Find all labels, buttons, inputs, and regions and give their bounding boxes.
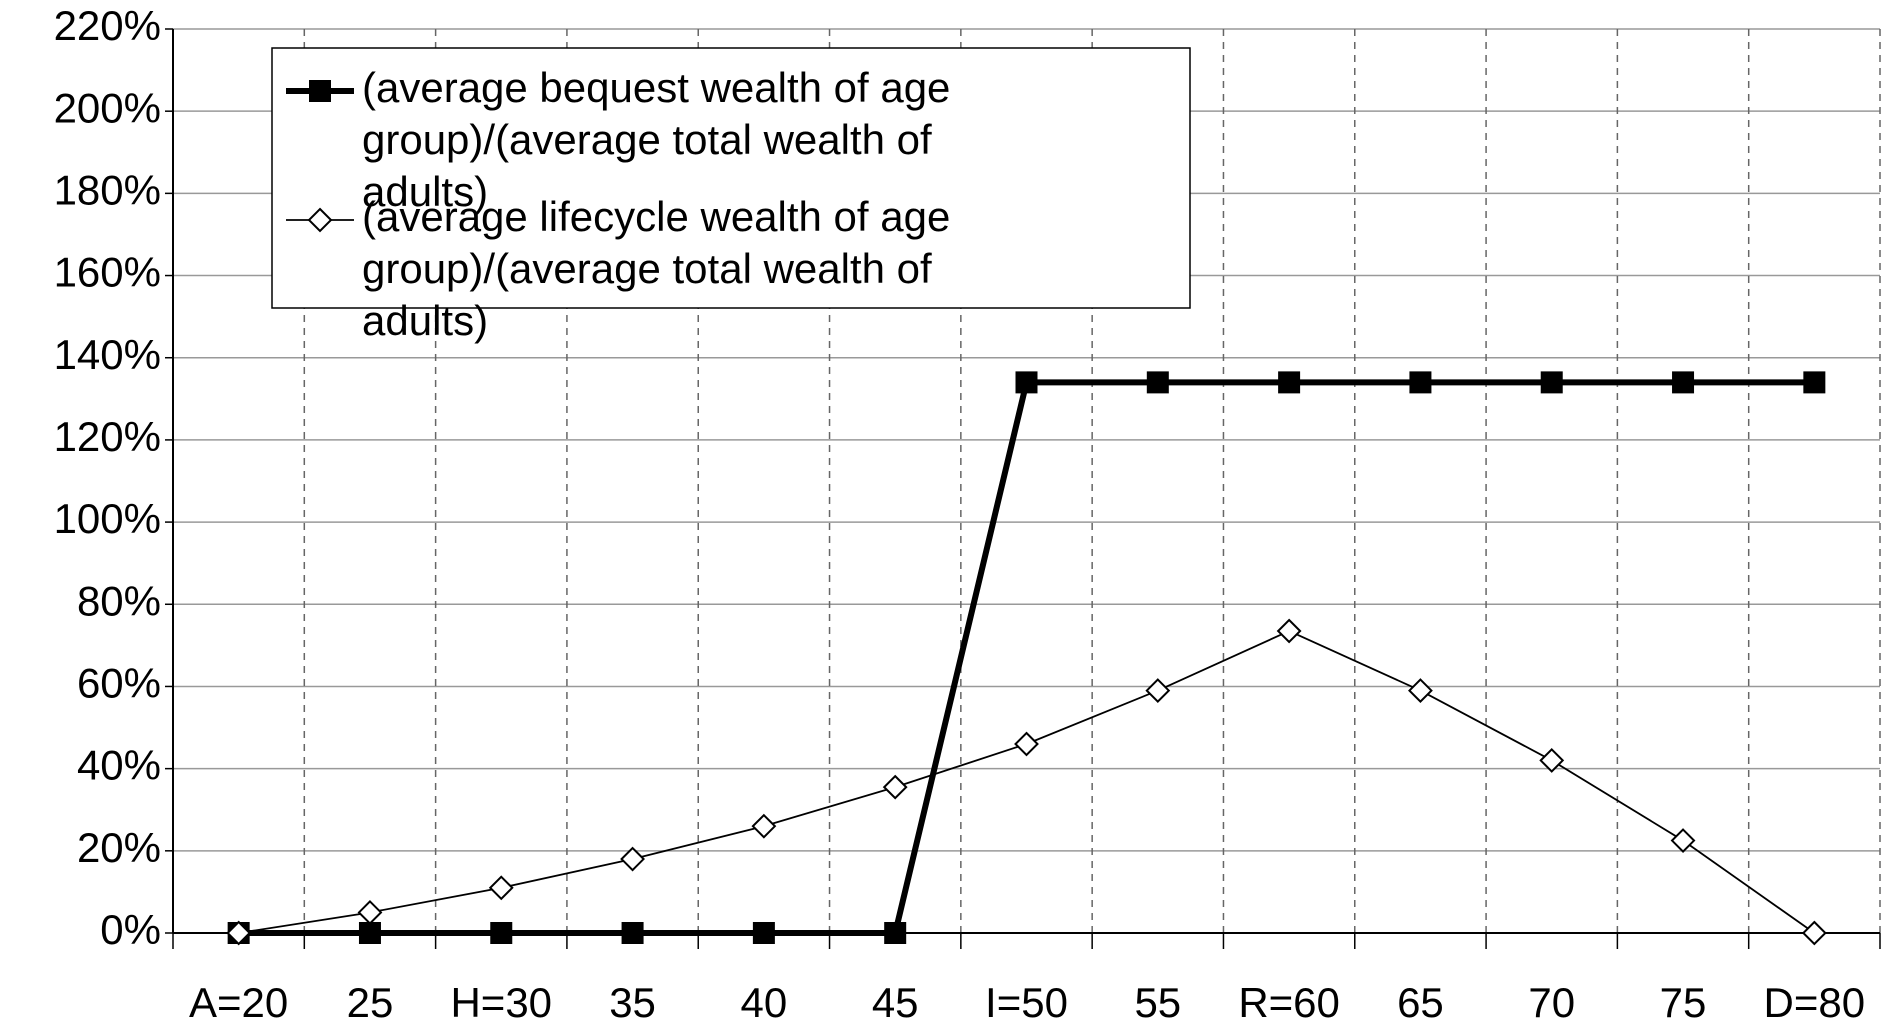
y-tick-label: 120%	[54, 413, 161, 460]
legend-marker	[307, 207, 333, 233]
data-point	[751, 813, 777, 839]
data-point	[1672, 371, 1695, 394]
series-line	[238, 629, 1815, 934]
data-point	[1146, 371, 1169, 394]
data-point	[620, 846, 645, 872]
y-tick-label: 160%	[54, 249, 161, 296]
legend-label: (average bequest wealth of age group)/(av…	[362, 64, 950, 215]
data-point	[358, 922, 381, 944]
data-point	[1278, 371, 1301, 394]
data-point	[752, 922, 775, 944]
y-tick-label: 40%	[77, 742, 161, 789]
x-tick-label: 45	[872, 979, 919, 1026]
y-tick-label: 220%	[54, 2, 161, 49]
x-tick-label: D=80	[1764, 979, 1866, 1026]
x-tick-label: R=60	[1238, 979, 1340, 1026]
x-tick-label: 75	[1660, 979, 1707, 1026]
legend-label: (average lifecycle wealth of age group)/(…	[362, 193, 950, 344]
data-point	[1276, 618, 1302, 644]
data-point	[226, 920, 252, 946]
data-point	[1409, 371, 1432, 394]
y-tick-label: 100%	[54, 495, 161, 542]
data-point	[357, 900, 383, 925]
data-point	[490, 922, 513, 944]
x-tick-label: 65	[1397, 979, 1444, 1026]
x-tick-label: 55	[1134, 979, 1181, 1026]
legend-box	[271, 47, 1191, 309]
x-tick-label: I=50	[985, 979, 1068, 1026]
y-tick-label: 80%	[77, 577, 161, 624]
data-point	[1539, 748, 1565, 773]
y-tick-label: 20%	[77, 824, 161, 871]
data-point	[1145, 678, 1171, 703]
y-tick-label: 180%	[54, 166, 161, 213]
x-tick-label: A=20	[189, 979, 288, 1026]
legend-marker	[309, 80, 331, 102]
x-tick-label: 40	[741, 979, 788, 1026]
data-point	[1540, 371, 1563, 394]
data-point	[1408, 678, 1433, 703]
x-tick-label: 70	[1528, 979, 1575, 1026]
data-point	[884, 922, 907, 944]
y-tick-label: 200%	[54, 84, 161, 131]
data-point	[1803, 371, 1826, 394]
data-point	[1670, 828, 1696, 853]
data-point	[882, 774, 908, 800]
data-point	[1801, 920, 1827, 946]
y-tick-label: 0%	[100, 906, 161, 953]
x-tick-label: 25	[347, 979, 394, 1026]
data-point	[1014, 731, 1039, 757]
x-tick-label: H=30	[450, 979, 552, 1026]
x-tick-label: 35	[609, 979, 656, 1026]
y-tick-label: 140%	[54, 331, 161, 378]
data-point	[488, 875, 514, 901]
data-point	[1015, 371, 1038, 394]
data-point	[621, 922, 644, 944]
y-tick-label: 60%	[77, 660, 161, 707]
